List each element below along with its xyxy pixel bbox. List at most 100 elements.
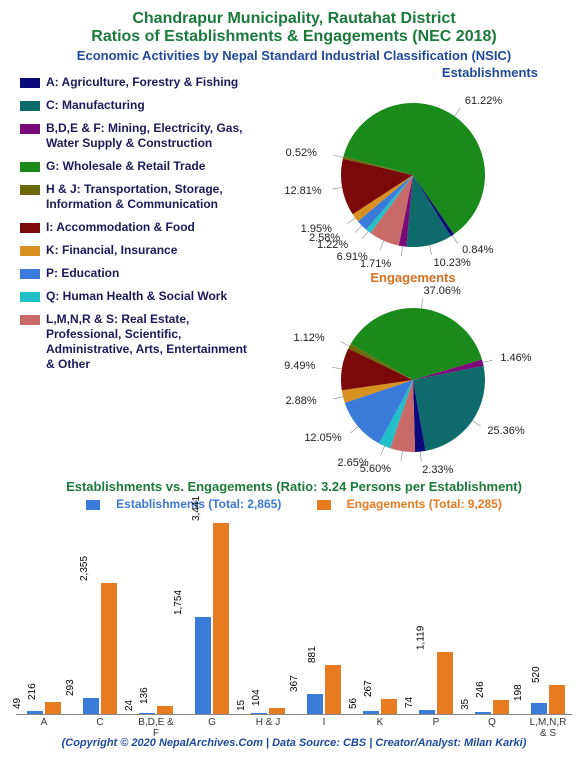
pct-label: 2.88% — [285, 395, 316, 407]
pct-label: 61.22% — [465, 95, 502, 107]
bar-val: 2,355 — [79, 556, 90, 583]
bar-category: I — [302, 714, 346, 728]
pct-label: 2.33% — [422, 464, 453, 476]
bar-group: 1,7543,441G — [190, 523, 234, 714]
bar-group: 2932,355C — [78, 583, 122, 714]
bar-eng: 520 — [549, 685, 565, 714]
bar-category: K — [358, 714, 402, 728]
legend-label: Q: Human Health & Social Work — [46, 289, 227, 304]
legend-label: G: Wholesale & Retail Trade — [46, 159, 205, 174]
bar-legend-b: Engagements (Total: 9,285) — [309, 497, 510, 511]
legend-swatch — [20, 315, 40, 325]
title-line2: Ratios of Establishments & Engagements (… — [0, 28, 588, 46]
bar-val: 24 — [124, 700, 135, 713]
pie-svg — [248, 285, 578, 475]
bar-category: B,D,E & F — [134, 714, 178, 739]
bar-eng: 881 — [325, 665, 341, 714]
pie-svg — [248, 80, 578, 270]
legend-item: H & J: Transportation, Storage, Informat… — [20, 182, 248, 212]
legend-item: I: Accommodation & Food — [20, 220, 248, 235]
pies-column: Establishments 61.22%0.84%10.23%1.71%6.9… — [248, 65, 578, 475]
pct-label: 1.12% — [294, 332, 325, 344]
legend-label: I: Accommodation & Food — [46, 220, 195, 235]
legend-item: A: Agriculture, Forestry & Fishing — [20, 75, 248, 90]
legend-label: K: Financial, Insurance — [46, 243, 177, 258]
bar-eng: 216 — [45, 702, 61, 714]
bar-eng: 3,441 — [213, 523, 229, 714]
bar-group: 56267K — [358, 699, 402, 714]
swatch-eng — [317, 500, 331, 510]
legend-swatch — [20, 246, 40, 256]
pct-label: 2.65% — [337, 457, 368, 469]
bar-est: 293 — [83, 698, 99, 714]
legend-item: K: Financial, Insurance — [20, 243, 248, 258]
pct-label: 9.49% — [284, 360, 315, 372]
pie-section: A: Agriculture, Forestry & Fishing C: Man… — [0, 65, 588, 475]
legend-item: C: Manufacturing — [20, 98, 248, 113]
bar-group: 49216A — [22, 702, 66, 714]
bar-est: 1,754 — [195, 617, 211, 714]
bar-val: 1,754 — [173, 590, 184, 617]
legend-swatch — [20, 124, 40, 134]
pct-label: 1.46% — [500, 352, 531, 364]
bar-category: C — [78, 714, 122, 728]
bar-section: Establishments vs. Engagements (Ratio: 3… — [0, 475, 588, 715]
bar-eng: 246 — [493, 700, 509, 714]
bar-val: 74 — [404, 697, 415, 710]
legend-swatch — [20, 223, 40, 233]
bar-val: 520 — [531, 666, 542, 685]
bar-est: 198 — [531, 703, 547, 714]
bar-val: 198 — [513, 684, 524, 703]
bar-legend-b-label: Engagements (Total: 9,285) — [347, 497, 502, 511]
bar-val: 367 — [289, 675, 300, 694]
legend-column: A: Agriculture, Forestry & Fishing C: Man… — [10, 65, 248, 475]
bar-group: 24136B,D,E & F — [134, 706, 178, 714]
bar-title: Establishments vs. Engagements (Ratio: 3… — [12, 479, 576, 494]
bar-category: P — [414, 714, 458, 728]
bar-val: 104 — [251, 690, 262, 709]
bar-group: 741,119P — [414, 652, 458, 714]
bar-category: L,M,N,R & S — [526, 714, 570, 739]
bar-category: Q — [470, 714, 514, 728]
bar-group: 35246Q — [470, 700, 514, 714]
bar-legend: Establishments (Total: 2,865) Engagement… — [12, 497, 576, 511]
pct-label: 25.36% — [487, 425, 524, 437]
legend-label: C: Manufacturing — [46, 98, 145, 113]
copyright: (Copyright © 2020 NepalArchives.Com | Da… — [0, 737, 588, 749]
legend-swatch — [20, 292, 40, 302]
bar-group: 198520L,M,N,R & S — [526, 685, 570, 714]
legend-label: P: Education — [46, 266, 119, 281]
bar-val: 881 — [307, 646, 318, 665]
bar-eng: 136 — [157, 706, 173, 714]
pct-label: 0.52% — [286, 147, 317, 159]
legend-label: B,D,E & F: Mining, Electricity, Gas, Wat… — [46, 121, 248, 151]
bar-category: G — [190, 714, 234, 728]
legend-swatch — [20, 101, 40, 111]
bar-val: 136 — [139, 688, 150, 707]
bar-chart: 49216A 2932,355C 24136B,D,E & F 1,7543,441G… — [16, 515, 572, 715]
bar-val: 267 — [363, 680, 374, 699]
legend-label: H & J: Transportation, Storage, Informat… — [46, 182, 248, 212]
bar-eng: 267 — [381, 699, 397, 714]
bar-val: 246 — [475, 682, 486, 701]
bar-val: 49 — [12, 698, 23, 711]
bar-val: 56 — [348, 698, 359, 711]
subtitle: Economic Activities by Nepal Standard In… — [0, 48, 588, 63]
pct-label: 12.05% — [304, 432, 341, 444]
bar-group: 15104H & J — [246, 708, 290, 714]
legend-label: A: Agriculture, Forestry & Fishing — [46, 75, 238, 90]
bar-val: 293 — [65, 679, 76, 698]
pct-label: 37.06% — [424, 285, 461, 297]
legend-item: L,M,N,R & S: Real Estate, Professional, … — [20, 312, 248, 372]
legend-item: Q: Human Health & Social Work — [20, 289, 248, 304]
pct-label: 6.91% — [337, 251, 368, 263]
legend-item: G: Wholesale & Retail Trade — [20, 159, 248, 174]
bar-val: 35 — [460, 699, 471, 712]
pie-slice — [413, 366, 485, 451]
bar-category: H & J — [246, 714, 290, 728]
bar-val: 216 — [27, 683, 38, 702]
pct-label: 0.84% — [462, 244, 493, 256]
pie-engagements: 37.06%1.46%25.36%2.33%5.60%2.65%12.05%2.… — [248, 285, 578, 475]
bar-eng: 2,355 — [101, 583, 117, 714]
pie1-title: Establishments — [248, 65, 578, 80]
